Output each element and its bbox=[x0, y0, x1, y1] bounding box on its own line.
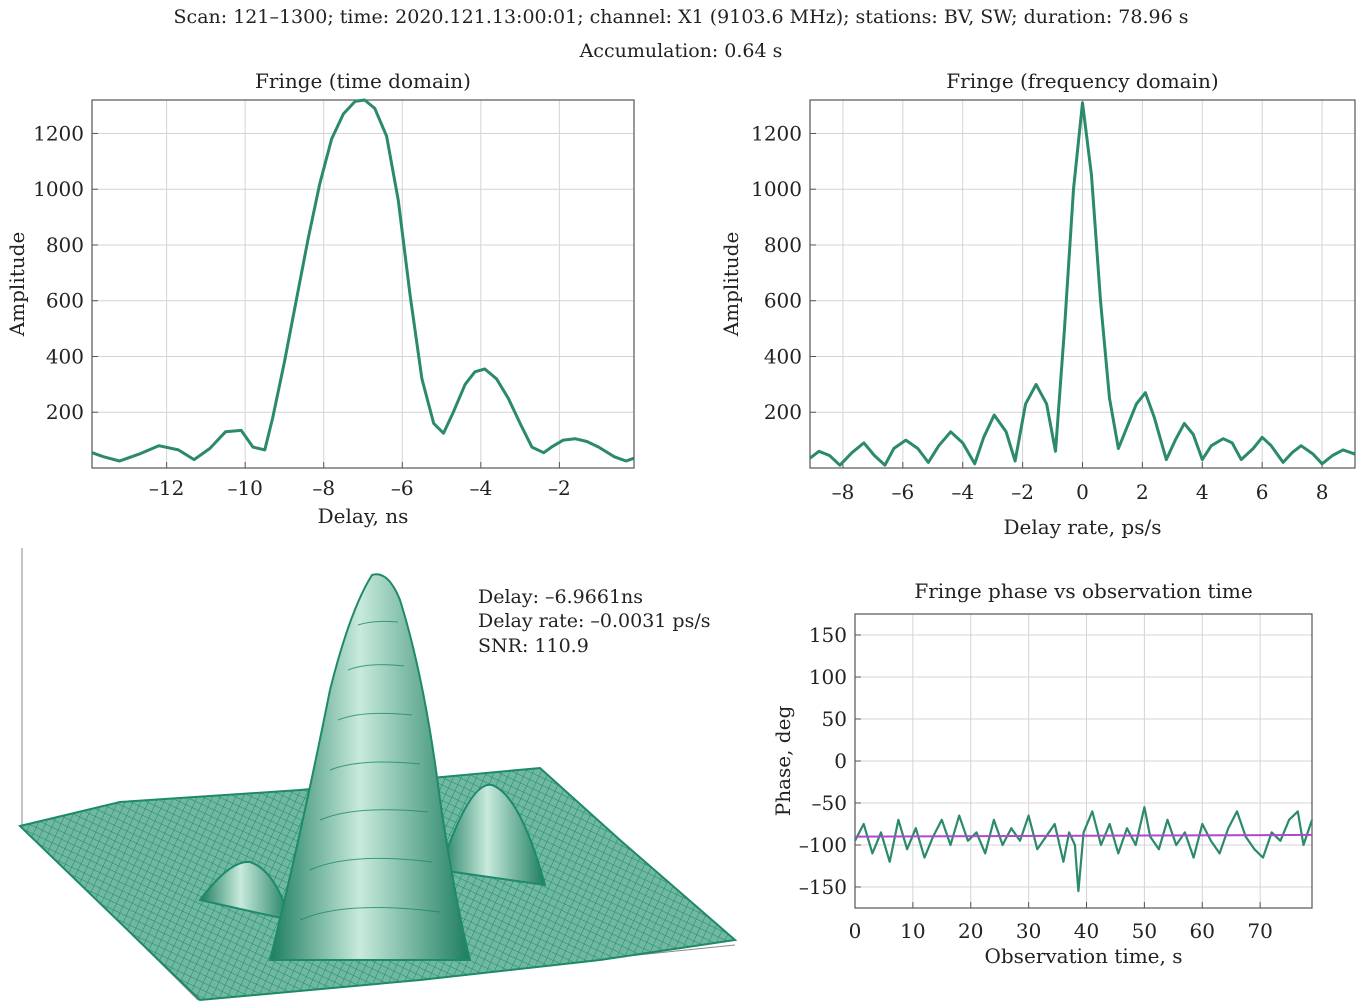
y-tick-label: 800 bbox=[764, 233, 802, 257]
x-axis-label: Delay, ns bbox=[318, 504, 409, 528]
snr-annotation: SNR: 110.9 bbox=[478, 635, 589, 657]
y-tick-label: 1200 bbox=[33, 121, 84, 145]
x-tick-label: 4 bbox=[1196, 480, 1209, 504]
y-tick-label: 100 bbox=[809, 665, 847, 689]
x-tick-label: 6 bbox=[1256, 480, 1269, 504]
x-tick-label: –8 bbox=[832, 480, 855, 504]
y-tick-label: 400 bbox=[46, 344, 84, 368]
delay-rate-annotation: Delay rate: –0.0031 ps/s bbox=[478, 610, 711, 632]
x-tick-label: –2 bbox=[548, 476, 571, 500]
fringe-3d-surface bbox=[17, 548, 738, 1002]
y-tick-label: –50 bbox=[812, 791, 847, 815]
time-domain-chart: –12 –10 –8 –6 –4 –2 200 400 600 800 1000 1200 Fringe… bbox=[5, 70, 635, 528]
fit-line bbox=[854, 833, 1313, 838]
x-tick-label: –4 bbox=[951, 480, 974, 504]
x-tick-label: 20 bbox=[958, 919, 983, 943]
x-tick-label: 60 bbox=[1190, 919, 1215, 943]
x-tick-label: 8 bbox=[1316, 480, 1329, 504]
x-tick-label: –12 bbox=[149, 476, 184, 500]
y-tick-label: 400 bbox=[764, 344, 802, 368]
y-tick-label: 800 bbox=[46, 233, 84, 257]
x-axis-label: Delay rate, ps/s bbox=[1004, 515, 1162, 539]
y-tick-label: 600 bbox=[764, 289, 802, 313]
y-tick-label: 200 bbox=[46, 400, 84, 424]
chart-title: Fringe (frequency domain) bbox=[946, 70, 1218, 93]
x-tick-label: 30 bbox=[1016, 919, 1041, 943]
series-line bbox=[809, 101, 1356, 467]
x-tick-label: –8 bbox=[312, 476, 335, 500]
frequency-domain-chart: –8 –6 –4 –2 0 2 4 6 8 200 400 600 800 1000 1200 Fringe … bbox=[719, 70, 1356, 539]
scan-info-line: Scan: 121–1300; time: 2020.121.13:00:01;… bbox=[173, 6, 1189, 28]
y-tick-label: 200 bbox=[764, 400, 802, 424]
plot-frame bbox=[91, 99, 635, 469]
chart-title: Fringe phase vs observation time bbox=[914, 579, 1252, 603]
y-axis-label: Amplitude bbox=[5, 232, 29, 338]
y-tick-label: –150 bbox=[799, 875, 847, 899]
y-tick-label: 1000 bbox=[751, 177, 802, 201]
x-tick-label: 50 bbox=[1132, 919, 1157, 943]
x-tick-label: 10 bbox=[900, 919, 925, 943]
y-tick-label: 0 bbox=[834, 749, 847, 773]
phase-vs-time-chart: 0 10 20 30 40 50 60 70 150 100 50 0 –50 –100 –150 Fring… bbox=[771, 579, 1314, 968]
x-tick-label: –10 bbox=[227, 476, 262, 500]
y-tick-label: 1200 bbox=[751, 121, 802, 145]
accumulation-line: Accumulation: 0.64 s bbox=[579, 40, 783, 62]
y-axis-label: Phase, deg bbox=[771, 706, 795, 817]
x-tick-label: –2 bbox=[1011, 480, 1034, 504]
y-tick-label: 150 bbox=[809, 623, 847, 647]
x-tick-label: 40 bbox=[1074, 919, 1099, 943]
y-tick-label: 1000 bbox=[33, 177, 84, 201]
y-tick-label: –100 bbox=[799, 833, 847, 857]
x-tick-label: 0 bbox=[1076, 480, 1089, 504]
x-tick-label: –6 bbox=[391, 476, 414, 500]
y-tick-label: 50 bbox=[822, 707, 847, 731]
series-line bbox=[854, 806, 1314, 893]
series-line bbox=[91, 98, 635, 463]
x-tick-label: 2 bbox=[1136, 480, 1149, 504]
y-tick-label: 600 bbox=[46, 289, 84, 313]
x-tick-label: 0 bbox=[849, 919, 862, 943]
x-axis-label: Observation time, s bbox=[984, 944, 1182, 968]
x-tick-label: –4 bbox=[469, 476, 492, 500]
x-tick-label: 70 bbox=[1247, 919, 1272, 943]
y-axis-label: Amplitude bbox=[719, 232, 743, 338]
delay-annotation: Delay: –6.9661ns bbox=[478, 586, 644, 608]
chart-title: Fringe (time domain) bbox=[255, 70, 471, 93]
x-tick-label: –6 bbox=[891, 480, 914, 504]
